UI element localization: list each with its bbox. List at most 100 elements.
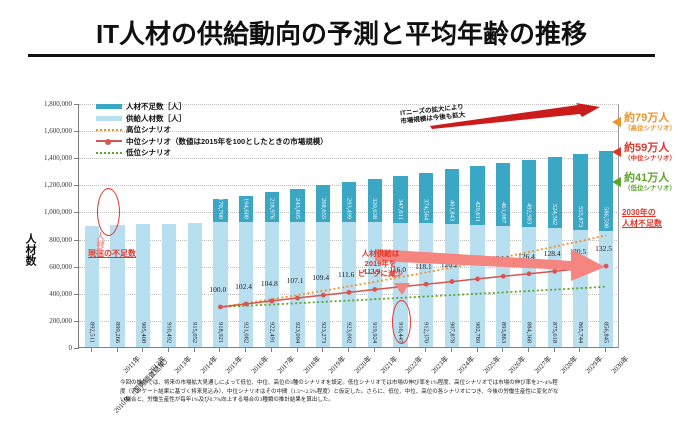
x-axis-label: 2021年 [378,354,400,376]
legend-swatch-supply [96,115,122,121]
legend-swatch-shortage [96,104,122,110]
bar-shortage-label: 429,611 [474,200,482,222]
bar-shortage: 524,562 [547,157,562,229]
y-axis-label: 400,000 [49,289,72,298]
chart-legend: 人材不足数［人］ 供給人材数［人］ 高位シナリオ 中位シナリオ（数値は2015年… [96,101,328,159]
x-axis-label: 2029年 [584,354,605,376]
bar-shortage: 194,608 [238,195,254,223]
bar-shortage: 374,564 [418,172,434,224]
scenario-index-label: 102.4 [235,281,253,291]
chart-footnote: 今回の推計では、将来の市場拡大見通しによって低位、中位、高位の3種のシナリオを設… [120,380,559,404]
annotation-peak-line3: ピークに減少 [358,268,403,278]
legend-dotted-line-low [96,151,122,154]
x-axis-tick [116,348,118,352]
scenario-index-label: 130.5 [569,246,587,256]
scenario-index-label: 116.0 [389,264,407,274]
x-axis-tick [605,348,607,352]
bar-shortage: 429,611 [470,166,485,225]
bar-shortage-label: 170,700 [216,198,224,220]
current-shortage-ellipse [97,188,120,236]
title-underline [28,54,655,57]
x-axis-tick [90,348,92,352]
market-growth-arrow [430,103,600,129]
scenario-index-label: 132.5 [595,244,613,254]
y-axis-label: 1,600,000 [44,127,72,136]
supply-peak-ellipse [392,300,411,344]
bar-supply-label: 893,863 [499,321,507,343]
scenario-index-label: 113.9 [363,267,381,277]
bar-supply-label: 907,878 [448,321,456,343]
x-axis-tick [399,348,401,352]
bar-shortage-label: 268,655 [319,197,327,219]
bar-shortage: 243,805 [290,188,305,222]
y-axis-tick [74,131,79,133]
y-axis-tick [74,320,79,322]
shortage-growth-arrow [375,249,605,281]
x-axis-tick [296,348,298,352]
bar-shortage: 218,976 [264,192,280,222]
bar-shortage-label: 401,843 [448,199,456,221]
bar-column: 905,408 [136,103,151,347]
x-axis-label: 2013年 [172,354,194,376]
scenario-index-label: 118.1 [415,262,432,272]
annotation-peak-line2: 2019年を [364,258,397,268]
low-scenario-arrow-icon [612,177,621,187]
bar-column: 875,018 524,562 [547,103,562,347]
bar-supply-label: 865,744 [576,321,584,343]
scenario-index-label: 107.1 [286,276,304,286]
legend-item-high-scenario: 高位シナリオ [96,124,328,136]
bar-shortage: 293,499 [341,182,357,222]
bar-supply-label: 918,921 [216,321,224,343]
bar-supply-label: 892,511 [88,322,96,343]
y-axis-tick [74,158,79,160]
x-axis-label: 2011年 [121,354,142,376]
bar-shortage: 347,611 [393,175,408,223]
x-axis-tick [553,348,555,352]
bar-supply: 923,002 [341,221,357,347]
right-axis-line [618,104,619,348]
scenario-index-label: 109.4 [312,273,330,283]
bar-column: 899,266 [110,103,125,347]
bar-shortage-label: 524,562 [551,204,559,226]
bar-shortage-label: 586,598 [602,206,610,228]
bar-supply-label: 884,368 [525,321,533,343]
bar-supply: 905,408 [136,224,151,347]
x-axis-label: 2025年 [481,354,502,376]
bar-shortage-label: 492,983 [525,203,533,225]
legend-item-shortage: 人材不足数［人］ [96,101,328,113]
legend-label-high-scenario: 高位シナリオ [126,125,171,135]
y-axis-tick [74,293,79,295]
x-axis-tick [425,348,427,352]
y-axis-tick [74,266,79,268]
bar-supply: 899,266 [110,225,125,347]
x-axis-label: 2030年 [609,354,631,376]
bar-column: 915,052 [187,103,202,347]
callout-low-value: 約41万人 [624,172,670,184]
bar-shortage-label: 243,805 [294,197,302,219]
x-axis-label: 2023年 [429,354,451,376]
bar-shortage-label: 461,087 [499,201,507,223]
x-axis-tick [168,348,169,352]
y-axis-label: 800,000 [49,235,72,244]
bar-shortage-label: 347,611 [396,198,404,220]
annotation-current-shortage: 現在の不足数 [88,249,136,258]
bar-shortage: 170,700 [213,198,228,223]
bar-column: 907,878 401,843 [444,103,460,347]
y-axis-tick [74,239,79,241]
gridline [79,131,619,133]
x-axis-tick [476,348,478,352]
x-axis-tick [502,348,504,352]
annotation-shortage-2030: 2030年の 人材不足数 [622,208,662,230]
bar-supply-label: 899,266 [114,321,122,343]
gridline [79,104,619,105]
bar-column: 923,002 293,499 [341,103,357,347]
x-axis-tick [270,348,272,352]
x-axis-tick [219,348,221,352]
legend-dotted-line-high [96,128,122,131]
y-axis-label: 1,400,000 [44,154,72,163]
bar-column: 919,924 320,638 [367,103,382,347]
bar-supply: 912,370 [418,223,434,347]
bar-column: 884,368 492,983 [521,103,537,347]
y-axis-tick [74,348,79,349]
x-axis-label: 2019年 [327,354,348,376]
